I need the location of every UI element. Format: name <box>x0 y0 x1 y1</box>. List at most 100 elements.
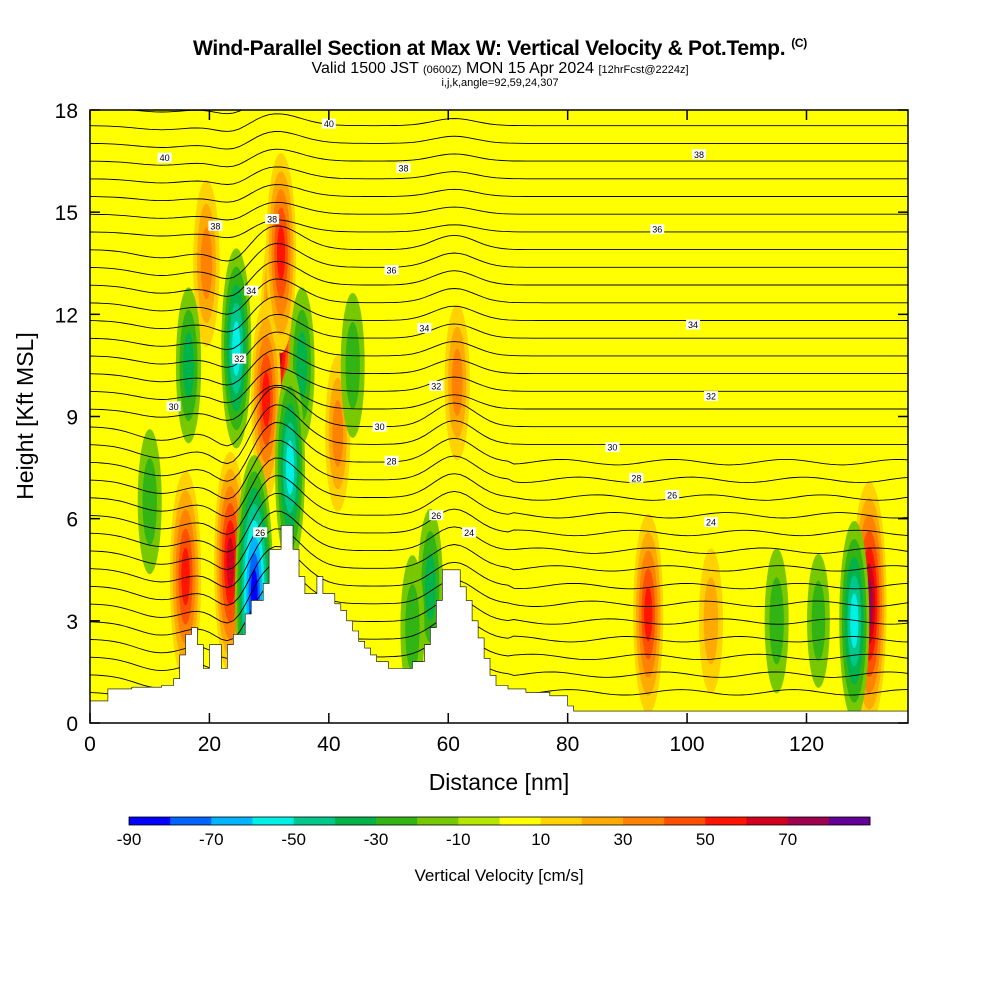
colorbar-swatch <box>417 817 459 825</box>
isentrope-line <box>90 581 908 642</box>
label-text: 24 <box>464 528 474 538</box>
isentrope-label: 30 <box>372 421 387 432</box>
downdraft-cell <box>275 367 306 568</box>
isentrope-label: 26 <box>253 527 268 538</box>
colorbar-label: Vertical Velocity [cm/s] <box>414 866 583 885</box>
downdraft-cell <box>137 429 162 575</box>
y-tick-label: 15 <box>55 202 78 225</box>
isentrope-label: 24 <box>703 517 718 528</box>
x-tick-label: 100 <box>670 733 705 756</box>
terrain <box>90 525 908 723</box>
label-box <box>429 510 444 521</box>
colorbar-swatch <box>499 817 542 825</box>
label-box <box>208 220 223 231</box>
isentrope-line <box>126 110 243 115</box>
label-text: 28 <box>387 456 397 466</box>
velocity-band <box>276 225 286 281</box>
x-tick-label: 40 <box>317 733 340 756</box>
colorbar-swatch <box>787 817 830 825</box>
colorbar-swatch <box>746 817 789 825</box>
isentrope-label: 38 <box>692 149 707 160</box>
label-text: 38 <box>210 221 220 231</box>
downdraft-cell <box>340 292 365 438</box>
isentrope-label: 30 <box>166 401 181 412</box>
isentrope-label: 26 <box>665 489 680 500</box>
isentrope-line <box>90 296 908 333</box>
isentrope-line <box>90 457 908 518</box>
label-box <box>692 149 707 160</box>
y-tick-label: 9 <box>66 407 78 430</box>
isentrope-line <box>90 384 908 421</box>
label-box <box>605 442 620 453</box>
isentrope-line <box>90 492 908 553</box>
velocity-band <box>226 537 235 589</box>
label-box <box>665 489 680 500</box>
colorbar-swatch <box>334 817 377 825</box>
isentrope-line <box>90 131 908 150</box>
x-tick-label: 80 <box>556 733 579 756</box>
label-text: 40 <box>160 153 170 163</box>
label-box <box>232 353 247 364</box>
isentrope-line <box>90 475 908 535</box>
colorbar-tick-label: -30 <box>364 830 389 849</box>
isentrope-label: 28 <box>629 472 644 483</box>
isentrope-label: 24 <box>462 527 477 538</box>
x-tick-label: 0 <box>84 733 96 756</box>
velocity-band <box>181 547 190 606</box>
label-box <box>429 380 444 391</box>
velocity-band <box>345 321 360 409</box>
isentrope-line <box>90 404 908 465</box>
y-tick-label: 6 <box>66 509 78 532</box>
label-box <box>417 322 432 333</box>
velocity-band <box>332 400 344 467</box>
isentrope-label: 32 <box>429 380 444 391</box>
downdraft-cell <box>175 287 202 444</box>
valid-time: Valid 1500 JST <box>311 60 419 77</box>
colorbar-tick-label: -90 <box>117 830 142 849</box>
chart-title: Wind-Parallel Section at Max W: Vertical… <box>0 36 1000 61</box>
chart-subtitle: Valid 1500 JST (0600Z) MON 15 Apr 2024 [… <box>0 60 1000 78</box>
label-box <box>686 319 701 330</box>
label-box <box>629 472 644 483</box>
velocity-band <box>285 440 295 495</box>
label-box <box>703 391 718 402</box>
label-text: 36 <box>387 266 397 276</box>
label-box <box>166 401 181 412</box>
isentrope-line <box>90 439 908 500</box>
label-text: 32 <box>431 381 441 391</box>
isentrope-label: 26 <box>429 510 444 521</box>
isentrope-line <box>90 528 908 588</box>
label-text: 34 <box>419 323 429 333</box>
isentrope-line <box>90 219 908 239</box>
label-text: 34 <box>246 286 256 296</box>
colorbar-swatch <box>458 817 500 825</box>
isentrope-line <box>90 278 908 315</box>
velocity-band <box>850 593 859 649</box>
colorbar-swatch <box>376 817 418 825</box>
label-text: 30 <box>607 443 617 453</box>
label-text: 38 <box>694 150 704 160</box>
isentrope-label: 36 <box>384 265 399 276</box>
label-box <box>372 421 387 432</box>
isentrope-line <box>90 260 908 297</box>
x-tick-label: 60 <box>437 733 460 756</box>
label-text: 34 <box>688 320 698 330</box>
downdraft-cell <box>221 248 252 449</box>
colorbar-tick-label: 30 <box>614 830 633 849</box>
label-box <box>396 162 411 173</box>
x-axis-label: Distance [nm] <box>429 769 570 795</box>
isentrope-label: 30 <box>605 442 620 453</box>
velocity-band <box>644 586 653 642</box>
colorbar-swatch <box>211 817 253 825</box>
isentrope-line <box>90 184 908 203</box>
isentrope-label: 34 <box>417 322 432 333</box>
isentrope-line <box>90 510 908 571</box>
velocity-band <box>262 372 271 427</box>
isentrope-line <box>90 349 908 386</box>
label-text: 26 <box>255 528 265 538</box>
valid-date: MON 15 Apr 2024 <box>465 60 595 77</box>
updraft-cell <box>193 179 220 347</box>
title-text: Wind-Parallel Section at Max W: Vertical… <box>193 37 786 60</box>
velocity-band <box>703 577 719 665</box>
